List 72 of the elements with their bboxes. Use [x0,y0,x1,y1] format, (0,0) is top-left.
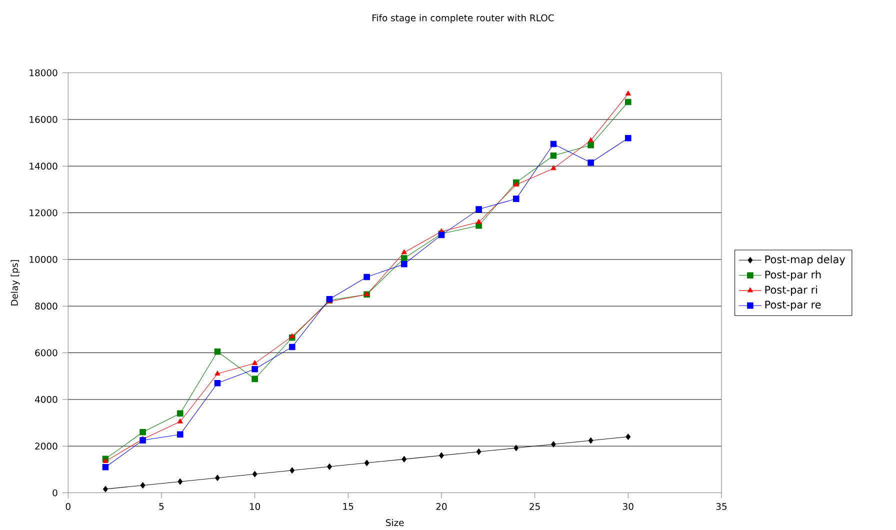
x-tick-label: 10 [250,502,260,510]
point [177,418,183,424]
point [252,360,258,365]
x-tick-label: 25 [530,502,540,510]
x-tick-label: 5 [159,502,164,510]
point [364,274,370,280]
point [327,463,332,470]
point [401,249,407,254]
point [624,98,632,106]
x-tick-label: 0 [66,502,70,510]
y-axis-title: Delay [ps] [10,260,20,306]
point [178,478,183,485]
point [513,182,519,186]
point [288,344,296,350]
point [400,260,408,268]
point [215,474,220,481]
point [252,366,258,372]
point [551,441,556,448]
x-axis-title: Size [386,518,404,526]
point [625,90,631,96]
point [476,218,482,224]
x-tick-label: 15 [343,502,354,510]
point [550,140,557,148]
chart-title: Fifo stage in complete router with RLOC [372,14,554,24]
point [102,464,109,470]
point [512,196,520,202]
point [476,448,482,455]
point [476,206,482,212]
y-tick-label: 10000 [30,256,58,263]
point [252,470,258,478]
point [289,333,295,338]
point [252,376,258,382]
point [103,486,108,492]
x-tick-label: 20 [436,502,447,510]
point [402,456,407,462]
point [588,137,594,142]
point [550,152,557,159]
point [588,142,594,148]
point [290,467,295,474]
y-tick-label: 8000 [35,302,58,310]
point [102,458,108,463]
point [176,410,184,417]
y-tick-label: 0 [52,489,58,496]
legend-label: Post-par re [765,300,821,311]
point [176,431,184,438]
y-tick-label: 16000 [30,116,58,123]
point [364,460,370,466]
point [214,348,221,355]
y-tick-label: 6000 [35,349,58,356]
point [214,380,221,386]
y-tick-label: 18000 [30,69,58,76]
y-tick-label: 2000 [35,442,58,450]
legend-label: Post-par ri [765,286,818,296]
point [140,428,146,436]
point [624,134,632,142]
point [140,482,146,488]
x-tick-label: 35 [716,502,727,510]
point [214,370,220,376]
point [140,437,146,444]
point [439,452,444,459]
point [588,159,594,166]
point [400,255,408,262]
legend-label: Post-par rh [765,270,821,280]
y-tick-label: 14000 [30,162,58,170]
point [588,437,594,444]
y-tick-label: 4000 [34,396,58,403]
point [514,444,519,452]
point [550,165,556,170]
y-tick-label: 12000 [30,209,58,216]
legend-label: Post-map delay [765,255,846,266]
point [626,434,631,440]
x-tick-label: 30 [622,502,634,510]
